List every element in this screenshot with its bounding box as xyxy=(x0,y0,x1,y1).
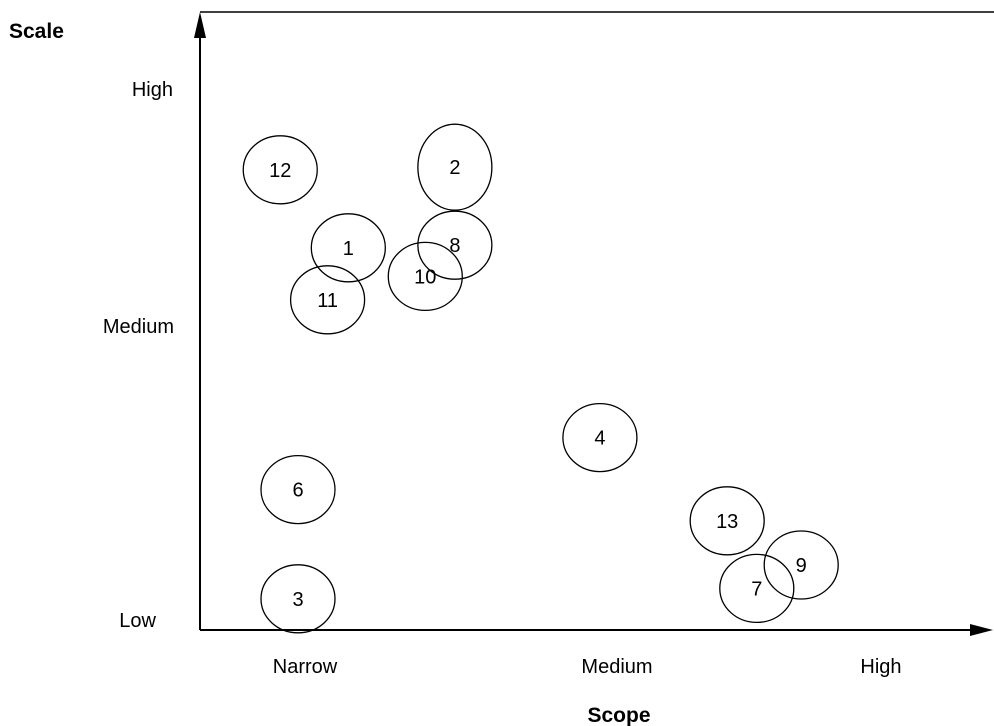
point-11-bubble xyxy=(289,265,366,335)
point-12-label: 12 xyxy=(269,160,291,182)
point-11-label: 11 xyxy=(317,290,338,312)
x-tick-label-high: High xyxy=(860,656,901,678)
point-4-label: 4 xyxy=(594,428,605,450)
point-8-bubble xyxy=(417,210,493,280)
point-10-bubble xyxy=(387,241,463,312)
point-3-bubble xyxy=(260,564,336,634)
y-axis-arrow xyxy=(194,12,206,38)
y-tick-label-medium: Medium xyxy=(103,316,174,338)
point-13-bubble xyxy=(689,486,765,556)
y-tick-label-low: Low xyxy=(119,610,156,632)
point-8-label: 8 xyxy=(449,235,460,257)
y-tick-label-high: High xyxy=(132,79,173,101)
point-7-bubble xyxy=(719,553,795,624)
point-1-label: 1 xyxy=(343,238,354,260)
point-2-label: 2 xyxy=(449,157,460,179)
point-7-label: 7 xyxy=(751,578,762,600)
point-1-bubble xyxy=(310,213,386,283)
x-tick-label-medium: Medium xyxy=(581,656,652,678)
point-9-bubble xyxy=(763,530,839,600)
point-9-label: 9 xyxy=(796,555,807,577)
point-10-label: 10 xyxy=(414,266,436,288)
y-axis-title: Scale xyxy=(9,20,64,43)
point-6-bubble xyxy=(260,454,336,525)
point-12-bubble xyxy=(242,135,318,205)
point-3-label: 3 xyxy=(292,589,303,611)
point-13-label: 13 xyxy=(716,511,738,533)
point-6-label: 6 xyxy=(292,480,303,502)
point-4-bubble xyxy=(562,402,638,473)
x-tick-label-narrow: Narrow xyxy=(273,656,338,678)
x-axis-arrow xyxy=(970,624,993,636)
point-2-bubble xyxy=(417,123,493,211)
x-axis-title: Scope xyxy=(587,704,650,726)
